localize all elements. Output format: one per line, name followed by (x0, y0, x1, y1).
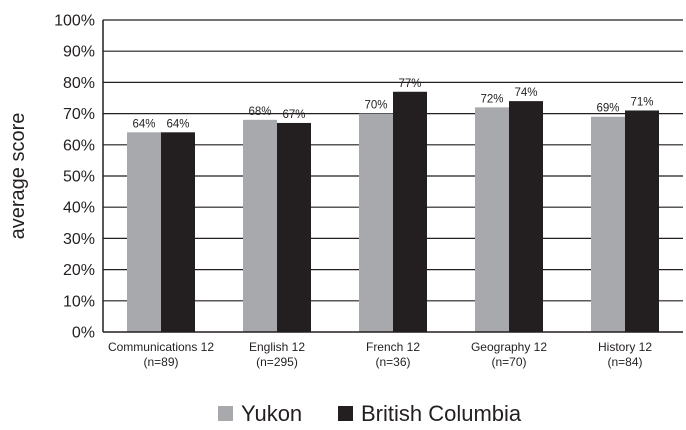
x-tick-label: Communications 12 (108, 340, 214, 354)
bar (475, 107, 509, 332)
y-tick-label: 10% (63, 293, 95, 310)
bar (591, 116, 625, 332)
bar (509, 101, 543, 333)
x-tick-label: French 12 (366, 340, 420, 354)
bar (625, 110, 659, 332)
bar (393, 91, 427, 332)
y-axis-title: average score (7, 113, 29, 240)
x-tick-label: Geography 12 (471, 340, 547, 354)
data-labels: 64% 64% 68% 67% 70% 77% 72% 74% 69% 71% (132, 78, 653, 131)
x-tick-label: (n=84) (607, 355, 642, 369)
bar (161, 132, 195, 332)
data-label: 74% (514, 87, 537, 99)
data-label: 67% (282, 109, 305, 121)
legend-label: Yukon (241, 401, 302, 426)
legend-swatch (338, 406, 353, 421)
data-label: 70% (364, 100, 387, 112)
legend-label: British Columbia (361, 401, 522, 426)
y-tick-label: 100% (54, 13, 95, 30)
data-label: 64% (166, 118, 189, 130)
y-tick-label: 70% (63, 106, 95, 123)
bar (359, 113, 393, 332)
bar (243, 119, 277, 332)
data-label: 68% (248, 106, 271, 118)
y-axis-ticks: 0% 10% 20% 30% 40% 50% 60% 70% 80% 90% 100% (54, 13, 95, 342)
legend: Yukon British Columbia (218, 401, 522, 426)
y-tick-label: 20% (63, 262, 95, 279)
y-tick-label: 80% (63, 75, 95, 92)
data-label: 69% (596, 103, 619, 115)
bars (127, 91, 659, 333)
data-label: 72% (480, 93, 503, 105)
x-tick-label: (n=70) (491, 355, 526, 369)
legend-swatch (218, 406, 233, 421)
data-label: 64% (132, 118, 155, 130)
y-tick-label: 90% (63, 44, 95, 61)
data-label: 77% (398, 78, 421, 90)
category-labels: Communications 12(n=89) English 12(n=295)… (108, 340, 652, 369)
bar (277, 122, 311, 333)
data-label: 71% (630, 96, 653, 108)
y-tick-label: 50% (63, 169, 95, 186)
bar (127, 132, 161, 332)
y-tick-label: 40% (63, 200, 95, 217)
x-tick-label: (n=89) (143, 355, 178, 369)
x-tick-label: (n=36) (375, 355, 410, 369)
y-tick-label: 60% (63, 137, 95, 154)
x-tick-label: English 12 (249, 340, 305, 354)
x-tick-label: History 12 (598, 340, 652, 354)
y-tick-label: 0% (72, 325, 95, 342)
y-tick-label: 30% (63, 231, 95, 248)
x-tick-label: (n=295) (256, 355, 298, 369)
